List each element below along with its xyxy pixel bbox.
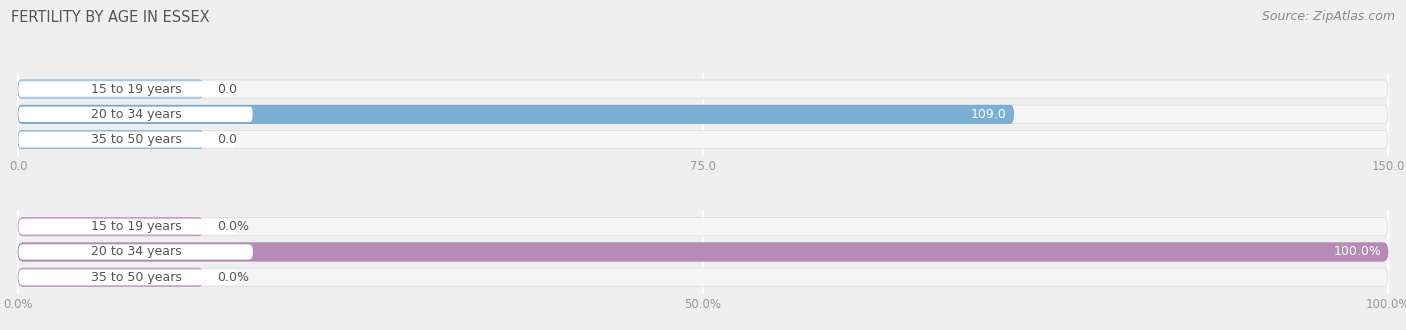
Text: FERTILITY BY AGE IN ESSEX: FERTILITY BY AGE IN ESSEX [11,10,209,25]
FancyBboxPatch shape [18,243,1388,261]
Text: 35 to 50 years: 35 to 50 years [91,271,181,284]
FancyBboxPatch shape [18,130,202,149]
Text: 35 to 50 years: 35 to 50 years [91,133,181,146]
FancyBboxPatch shape [18,80,1388,98]
Text: 109.0: 109.0 [972,108,1007,121]
FancyBboxPatch shape [18,132,235,147]
FancyBboxPatch shape [18,244,253,260]
Text: 0.0: 0.0 [217,82,236,95]
FancyBboxPatch shape [18,107,253,122]
Text: 15 to 19 years: 15 to 19 years [91,82,181,95]
FancyBboxPatch shape [18,105,1014,123]
FancyBboxPatch shape [18,217,1388,236]
FancyBboxPatch shape [18,105,1388,123]
Text: Source: ZipAtlas.com: Source: ZipAtlas.com [1261,10,1395,23]
FancyBboxPatch shape [18,82,235,97]
FancyBboxPatch shape [18,243,1388,261]
Text: 100.0%: 100.0% [1333,246,1381,258]
FancyBboxPatch shape [18,270,236,285]
FancyBboxPatch shape [18,130,1388,149]
FancyBboxPatch shape [18,217,202,236]
FancyBboxPatch shape [18,268,1388,286]
Text: 20 to 34 years: 20 to 34 years [91,246,181,258]
Text: 0.0%: 0.0% [217,271,249,284]
Text: 20 to 34 years: 20 to 34 years [91,108,181,121]
FancyBboxPatch shape [18,80,202,98]
Text: 0.0: 0.0 [217,133,236,146]
Text: 15 to 19 years: 15 to 19 years [91,220,181,233]
FancyBboxPatch shape [18,219,236,234]
FancyBboxPatch shape [18,268,202,286]
Text: 0.0%: 0.0% [217,220,249,233]
